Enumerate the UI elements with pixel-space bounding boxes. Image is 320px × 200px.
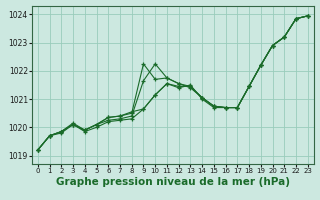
X-axis label: Graphe pression niveau de la mer (hPa): Graphe pression niveau de la mer (hPa) xyxy=(56,177,290,187)
